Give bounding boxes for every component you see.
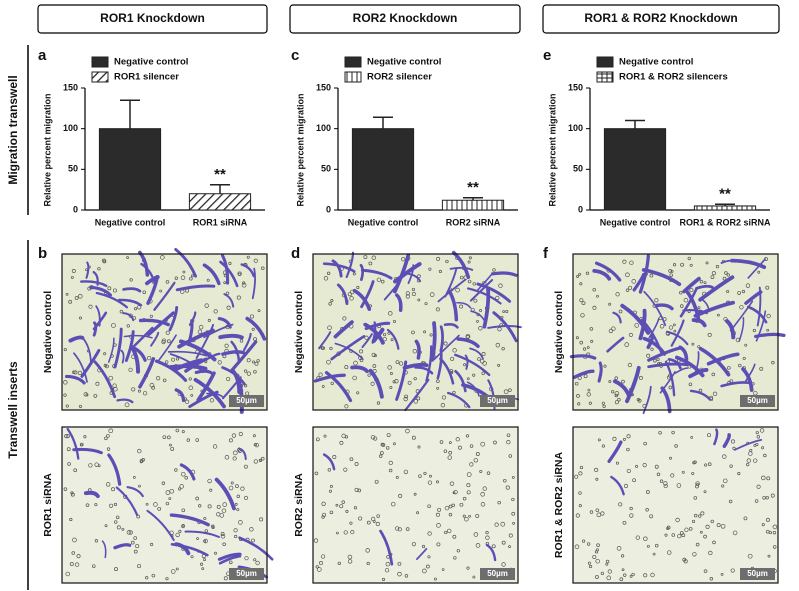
image-label: ROR2 siRNA [293, 473, 305, 537]
image-label: Negative control [293, 291, 305, 373]
micrograph [569, 254, 786, 415]
image-frame [312, 253, 519, 411]
x-tick-label: Negative control [95, 217, 166, 227]
legend-swatch [91, 71, 109, 83]
scale-bar-box [229, 395, 264, 407]
y-tick-label: 50 [573, 164, 583, 174]
scale-bar-box [740, 395, 775, 407]
row-label: Transwell inserts [6, 361, 20, 459]
scale-bar-label: 50µm [236, 569, 257, 578]
y-tick-label: 0 [326, 204, 331, 214]
image-label: ROR1 siRNA [42, 473, 54, 537]
panel-letter: f [543, 245, 549, 262]
panel-letter: b [38, 245, 47, 262]
panel-letter: a [38, 47, 47, 64]
column-header: ROR1 & ROR2 Knockdown [584, 11, 737, 25]
image-frame [572, 426, 779, 584]
x-tick-label: Negative control [600, 217, 671, 227]
y-tick-label: 100 [63, 123, 78, 133]
bar [351, 128, 415, 211]
y-axis-label: Relative percent migration [547, 93, 557, 206]
significance: ** [214, 166, 226, 183]
micrograph [573, 427, 778, 583]
scale-bar-label: 50µm [747, 396, 768, 405]
row-label: Migration transwell [6, 75, 20, 184]
y-tick-label: 100 [568, 123, 583, 133]
y-tick-label: 150 [63, 82, 78, 92]
x-tick-label: Negative control [348, 217, 419, 227]
y-tick-label: 150 [316, 82, 331, 92]
y-tick-label: 50 [321, 164, 331, 174]
bar [98, 128, 162, 211]
image-label: Negative control [42, 291, 54, 373]
scale-bar-label: 50µm [487, 396, 508, 405]
x-tick-label: ROR1 siRNA [193, 217, 248, 227]
bar [188, 193, 252, 211]
legend-swatch [596, 71, 614, 83]
y-tick-label: 150 [568, 82, 583, 92]
legend-label: ROR1 silencer [114, 72, 179, 83]
header-box [289, 4, 521, 34]
legend-label: Negative control [114, 57, 188, 68]
legend-label: Negative control [367, 57, 441, 68]
y-tick-label: 0 [578, 204, 583, 214]
bar [441, 199, 505, 211]
header-box [37, 4, 268, 34]
y-tick-label: 0 [73, 204, 78, 214]
x-tick-label: ROR2 siRNA [446, 217, 501, 227]
scale-bar-label: 50µm [236, 396, 257, 405]
scale-bar-box [229, 568, 264, 580]
scale-bar-box [480, 395, 515, 407]
micrograph [62, 248, 267, 414]
x-tick-label: ROR1 & ROR2 siRNA [679, 217, 771, 227]
legend-swatch [344, 71, 362, 83]
y-tick-label: 50 [68, 164, 78, 174]
panel-letter: c [291, 47, 299, 64]
scale-bar-label: 50µm [747, 569, 768, 578]
legend-label: Negative control [619, 57, 693, 68]
legend-label: ROR1 & ROR2 silencers [619, 72, 728, 83]
scale-bar-box [740, 568, 775, 580]
bar [693, 205, 757, 211]
scale-bar-box [480, 568, 515, 580]
significance: ** [467, 179, 479, 196]
legend-swatch [91, 56, 109, 68]
column-header: ROR2 Knockdown [353, 11, 458, 25]
micrograph [313, 427, 518, 583]
image-frame [61, 426, 268, 584]
y-axis-label: Relative percent migration [42, 93, 52, 206]
image-label: Negative control [553, 291, 565, 373]
y-axis-label: Relative percent migration [295, 93, 305, 206]
legend-label: ROR2 silencer [367, 72, 432, 83]
micrograph [313, 250, 522, 412]
image-frame [61, 253, 268, 411]
panel-letter: d [291, 245, 300, 262]
bar [603, 128, 667, 211]
micrograph [62, 427, 274, 583]
header-box [542, 4, 780, 34]
legend-swatch [596, 56, 614, 68]
significance: ** [719, 185, 731, 202]
legend-swatch [344, 56, 362, 68]
panel-letter: e [543, 47, 551, 64]
y-tick-label: 100 [316, 123, 331, 133]
column-header: ROR1 Knockdown [100, 11, 205, 25]
scale-bar-label: 50µm [487, 569, 508, 578]
image-frame [572, 253, 779, 411]
image-frame [312, 426, 519, 584]
image-label: ROR1 & ROR2 siRNA [553, 451, 565, 558]
